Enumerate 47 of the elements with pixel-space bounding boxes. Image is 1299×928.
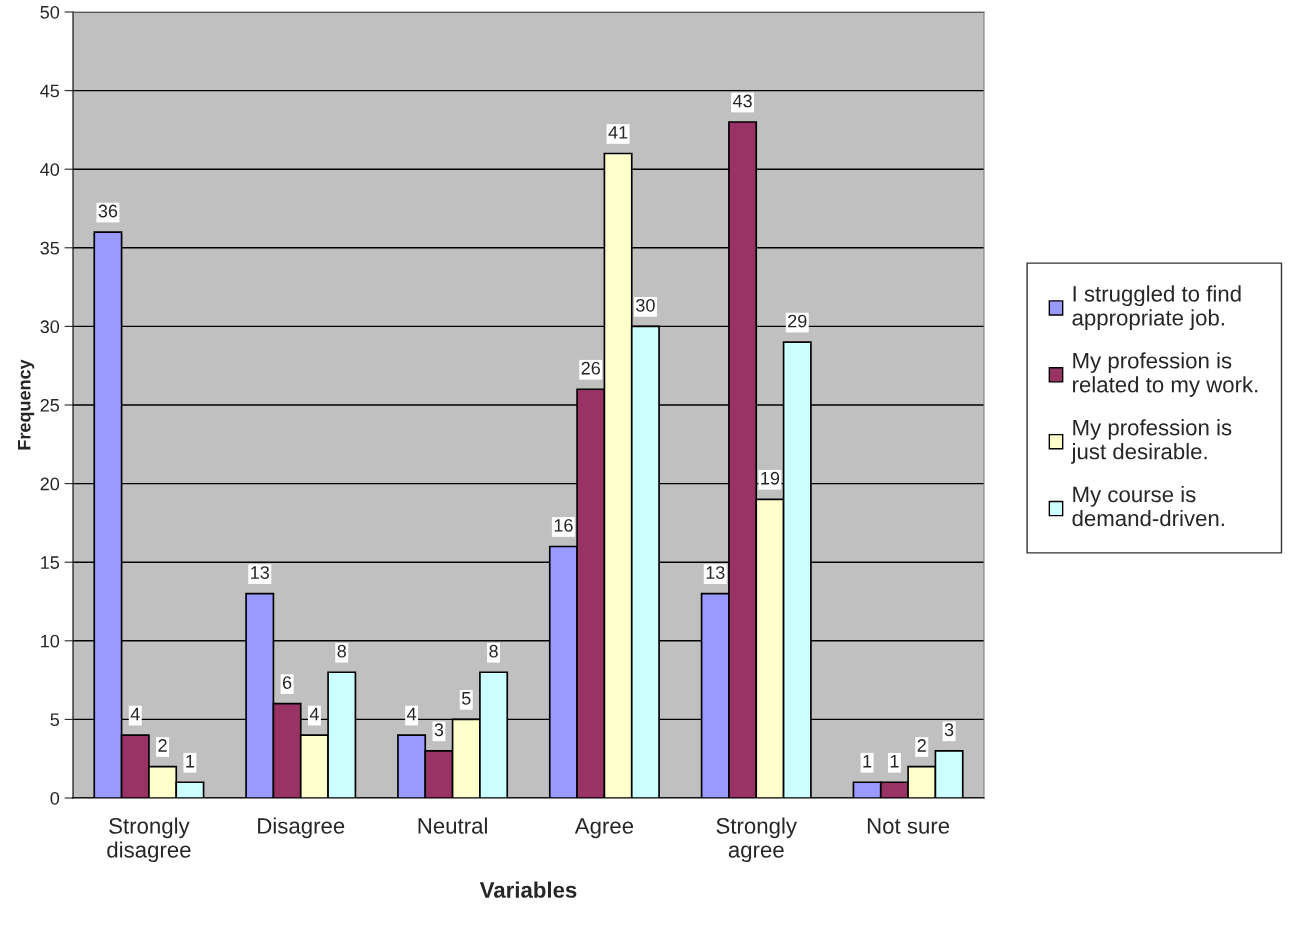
x-tick-label: Disagree — [258, 817, 345, 839]
data-label: 1 — [863, 755, 872, 768]
data-label: 3 — [434, 723, 444, 737]
y-tick-label: 20 — [40, 477, 60, 491]
data-label: 2 — [917, 739, 926, 752]
data-label: 5 — [461, 692, 471, 705]
data-label: 4 — [309, 707, 319, 721]
x-tick-label: Not sure — [867, 818, 950, 834]
data-label: 8 — [337, 644, 346, 658]
y-tick-label: 45 — [40, 84, 60, 98]
data-label: 8 — [489, 644, 498, 658]
data-label: 16 — [554, 519, 573, 532]
y-tick-label: 10 — [41, 634, 60, 648]
data-label: 41 — [608, 126, 628, 139]
x-axis-title: Variables — [479, 881, 577, 898]
data-label: 29 — [788, 314, 807, 328]
y-tick-label: 30 — [40, 320, 60, 334]
data-label: 43 — [732, 94, 752, 108]
data-label: 30 — [636, 298, 655, 312]
data-label: 13 — [251, 566, 269, 579]
legend-label: My profession is related to my work. — [1073, 352, 1258, 397]
y-tick-label: 40 — [40, 163, 60, 176]
data-label: 1 — [890, 755, 899, 768]
data-label: 26 — [581, 361, 600, 375]
y-tick-label: 25 — [40, 398, 60, 412]
x-tick-label: Strongly disagree — [107, 817, 191, 863]
data-label: 19 — [761, 471, 780, 485]
y-tick-label: 0 — [50, 791, 60, 805]
data-label: 2 — [158, 739, 167, 752]
y-axis-title: Frequency — [18, 359, 35, 450]
data-label: 3 — [944, 723, 954, 737]
x-tick-label: Strongly agree — [716, 817, 797, 863]
data-label: 1 — [186, 755, 195, 768]
legend-label: My course is demand-driven. — [1072, 485, 1224, 527]
y-tick-label: 15 — [41, 556, 60, 569]
legend-label: I struggled to find appropriate job. — [1072, 285, 1241, 331]
data-label: 36 — [98, 204, 118, 218]
x-tick-label: Agree — [574, 818, 634, 839]
data-label: 4 — [406, 707, 417, 721]
data-label: 4 — [130, 707, 140, 721]
y-tick-label: 50 — [40, 5, 60, 19]
y-tick-label: 35 — [40, 241, 60, 255]
data-label: 13 — [706, 566, 725, 579]
y-tick-label: 5 — [50, 713, 60, 727]
data-label: 6 — [282, 676, 292, 689]
x-tick-label: Neutral — [418, 817, 487, 834]
legend-label: My profession is just desirable. — [1071, 419, 1232, 464]
